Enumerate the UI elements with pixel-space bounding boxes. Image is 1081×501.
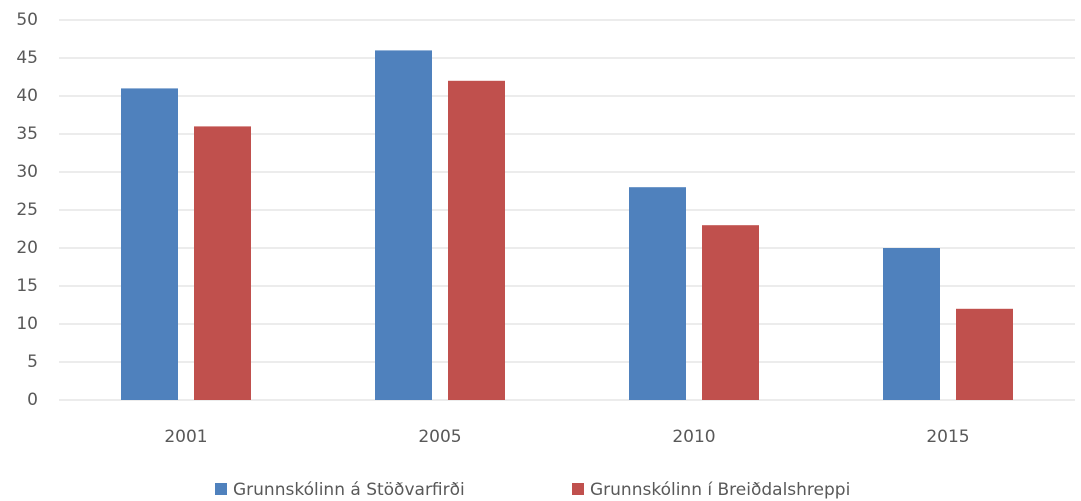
y-tick-label: 5	[27, 352, 38, 372]
bar	[629, 187, 686, 400]
bar	[956, 308, 1013, 400]
y-tick-label: 25	[16, 200, 38, 220]
bar	[194, 126, 251, 401]
y-tick-label: 20	[16, 238, 38, 258]
x-tick-label: 2015	[926, 427, 969, 447]
y-tick-label: 45	[16, 48, 38, 68]
bar	[702, 225, 759, 400]
bar	[883, 248, 940, 400]
bar	[375, 50, 432, 401]
x-tick-label: 2010	[672, 427, 715, 447]
y-tick-label: 0	[27, 390, 38, 410]
y-tick-label: 40	[16, 86, 38, 106]
bar	[121, 88, 178, 401]
x-tick-label: 2001	[164, 427, 207, 447]
y-tick-label: 10	[16, 314, 38, 334]
y-tick-label: 50	[16, 10, 38, 30]
legend-swatch	[215, 483, 227, 495]
bar	[448, 80, 505, 401]
y-tick-label: 15	[16, 276, 38, 296]
y-tick-label: 30	[16, 162, 38, 182]
legend-label: Grunnskólinn á Stöðvarfirði	[233, 480, 465, 500]
legend-swatch	[572, 483, 584, 495]
x-tick-label: 2005	[418, 427, 461, 447]
legend-label: Grunnskólinn í Breiðdalshreppi	[590, 480, 850, 500]
y-tick-label: 35	[16, 124, 38, 144]
